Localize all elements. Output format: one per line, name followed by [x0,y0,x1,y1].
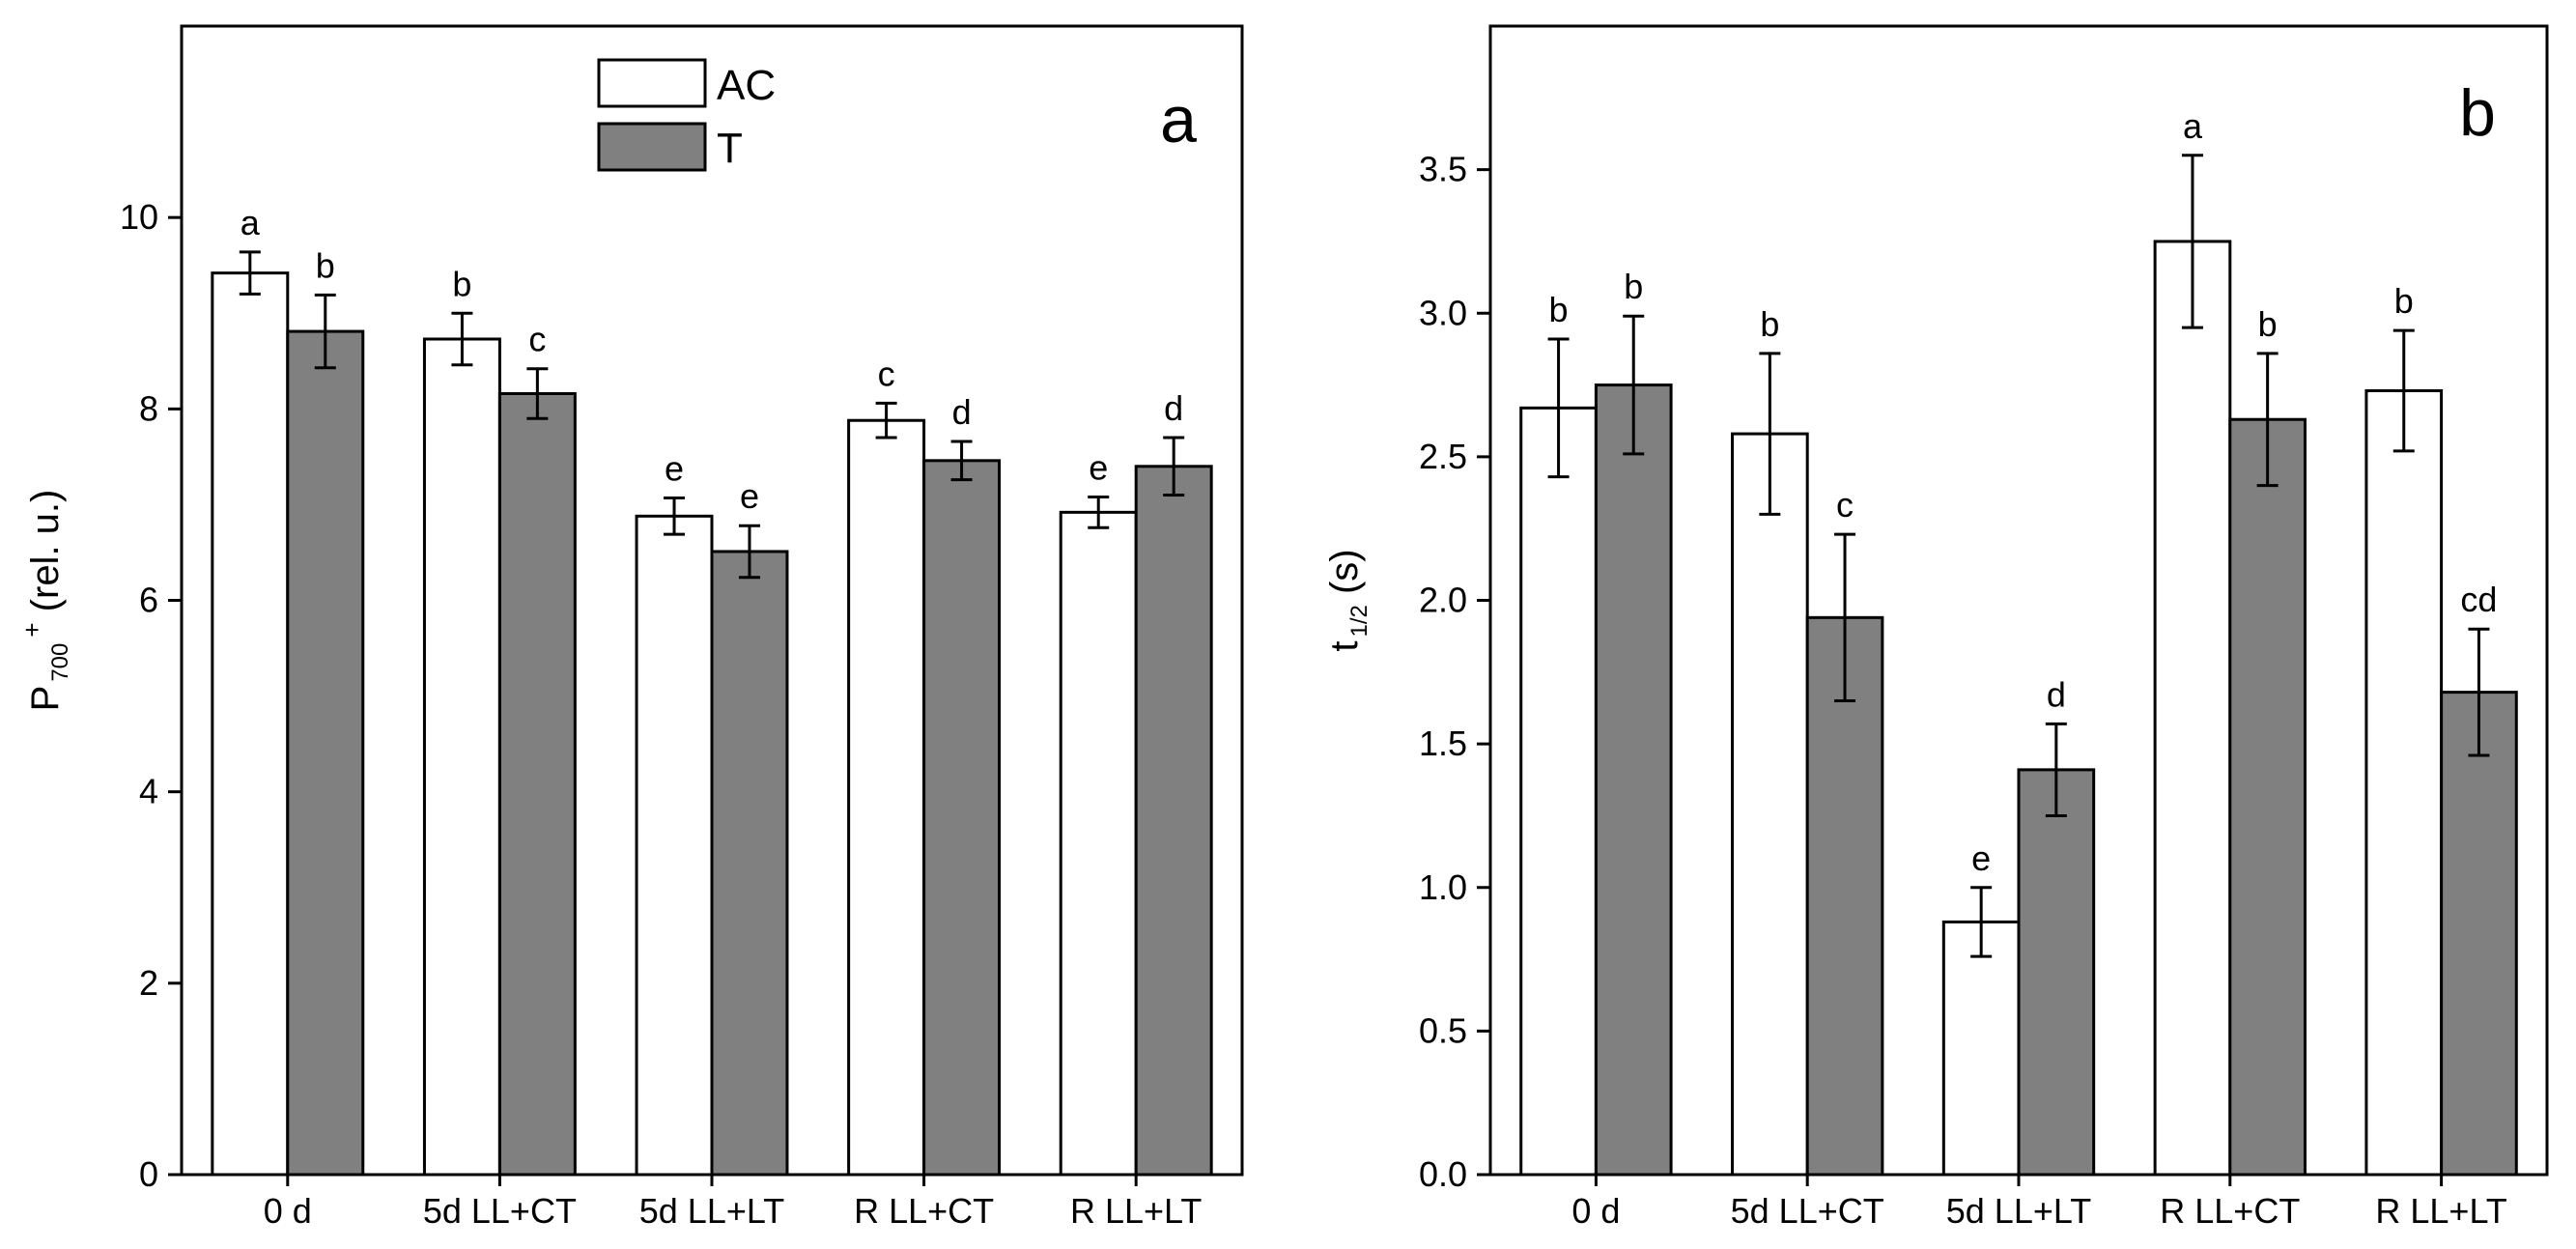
bar-ac-3 [2153,240,2232,1177]
y-tick-label: 0 [139,1154,158,1194]
bar-t-1 [497,391,577,1177]
significance-label: b [1624,267,1643,306]
significance-label: b [316,245,335,285]
panel-b: 0.0 0.5 1.0 1.5 2.0 2.5 3.0 3.5 0 d b b 5d LL+CT b c 5… [1323,24,2549,1231]
legend: AC T [597,58,776,172]
bar-t-4 [1134,465,1213,1177]
x-tick-label: R LL+CT [2160,1191,2300,1231]
x-tick-label: 5d LL+LT [1946,1191,2091,1231]
significance-label: b [1760,304,1779,344]
significance-label: e [1971,838,1991,878]
panel-a: 0 2 4 6 8 10 0 d a b 5d LL+CT b c 5d LL+LT e e R LL+CT c… [17,24,1244,1231]
bar-t-3 [922,459,1002,1177]
y-tick-label: 1.0 [1419,867,1467,907]
y-tick-label: 2.5 [1419,437,1467,476]
legend-swatch-ac [597,58,707,108]
significance-label: cd [2460,580,2497,619]
significance-label: c [878,354,895,393]
x-tick-label: 5d LL+CT [1731,1191,1884,1231]
significance-label: b [452,264,471,303]
significance-label: d [1164,388,1183,428]
legend-label-ac: AC [717,62,776,109]
y-axis-title: t1/2 (s) [1323,549,1373,651]
x-tick-label: 5d LL+LT [639,1191,784,1231]
bar-ac-2 [635,514,714,1177]
significance-label: e [1089,447,1108,487]
bar-ac-0 [211,271,290,1177]
y-tick-label: 0.0 [1419,1154,1467,1194]
bar-t-0 [1594,383,1673,1177]
bar-t-0 [286,329,365,1177]
significance-label: d [2047,674,2066,714]
y-tick-label: 3.0 [1419,293,1467,332]
x-tick-label: 5d LL+CT [423,1191,577,1231]
significance-label: b [2258,304,2278,344]
x-tick-label: R LL+LT [1070,1191,1202,1231]
y-tick-label: 1.5 [1419,724,1467,763]
significance-label: e [665,448,684,488]
x-tick-label: 0 d [1571,1191,1620,1231]
legend-label-t: T [717,125,743,172]
bar-ac-4 [2364,389,2444,1177]
bar-t-2 [710,550,789,1177]
significance-label: e [740,476,759,516]
y-tick-label: 2 [139,963,158,1003]
bar-ac-3 [847,418,926,1177]
bar-t-4 [2440,691,2518,1177]
significance-label: b [2394,281,2414,321]
legend-swatch-t [597,122,707,172]
bar-t-1 [1805,615,1884,1177]
significance-label: b [1549,290,1569,329]
significance-label: a [241,203,261,242]
y-tick-label: 6 [139,581,158,620]
bar-ac-2 [1941,920,2021,1177]
panel-letter: b [2459,76,2496,150]
y-tick-label: 4 [139,772,158,811]
bar-ac-4 [1059,510,1138,1177]
bar-ac-0 [1519,406,1598,1177]
significance-label: c [1836,485,1854,525]
panel-letter: a [1160,83,1197,156]
y-tick-label: 0.5 [1419,1010,1467,1050]
y-axis-title: P700+ (rel. u.) [17,490,73,712]
bar-ac-1 [1731,432,1809,1177]
y-tick-label: 3.5 [1419,150,1467,189]
x-tick-label: R LL+LT [2375,1191,2506,1231]
y-tick-label: 2.0 [1419,581,1467,620]
x-tick-label: 0 d [264,1191,312,1231]
y-tick-label: 10 [120,197,158,237]
significance-label: a [2183,106,2203,146]
significance-label: c [528,320,546,359]
bar-t-3 [2228,417,2307,1177]
x-tick-label: R LL+CT [854,1191,994,1231]
bar-t-2 [2017,768,2096,1177]
bar-ac-1 [422,337,501,1177]
significance-label: d [952,392,972,432]
y-tick-label: 8 [139,388,158,428]
